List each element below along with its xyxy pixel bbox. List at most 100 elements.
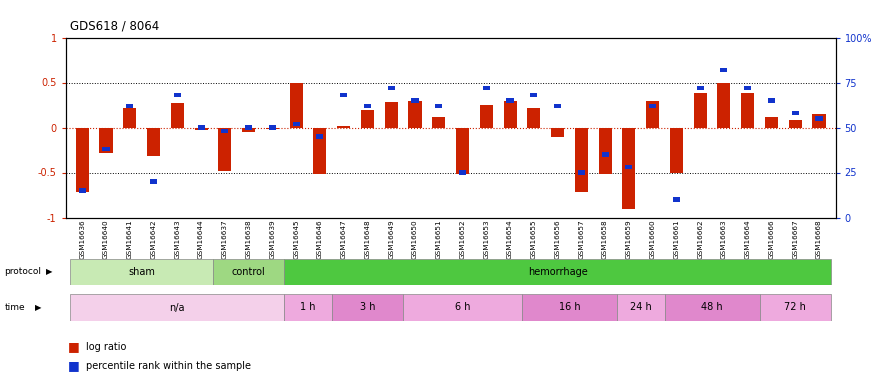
Text: n/a: n/a	[170, 303, 186, 312]
Bar	[219, 128, 231, 171]
Bar	[813, 114, 825, 128]
Bar	[503, 100, 516, 128]
Bar	[646, 100, 659, 128]
Bar	[100, 128, 113, 153]
Text: GSM16652: GSM16652	[459, 219, 466, 259]
Bar	[480, 105, 493, 128]
Text: GSM16649: GSM16649	[388, 219, 395, 259]
Bar	[409, 100, 422, 128]
Bar	[332, 294, 403, 321]
Text: GSM16668: GSM16668	[816, 219, 822, 259]
Bar	[147, 128, 160, 156]
Bar	[79, 188, 86, 193]
Text: GSM16640: GSM16640	[103, 219, 109, 259]
Text: control: control	[232, 267, 265, 277]
Bar	[718, 82, 731, 128]
Bar	[290, 82, 303, 128]
Bar	[242, 128, 256, 132]
Text: GSM16661: GSM16661	[674, 219, 679, 259]
Text: GSM16650: GSM16650	[412, 219, 418, 259]
Bar	[456, 128, 469, 174]
Bar	[337, 126, 350, 128]
Bar	[696, 86, 704, 90]
Bar	[360, 110, 374, 128]
Text: GSM16651: GSM16651	[436, 219, 442, 259]
Bar	[694, 93, 707, 128]
Bar	[198, 125, 205, 130]
Bar	[578, 170, 584, 175]
Bar	[269, 125, 276, 130]
Bar	[123, 108, 136, 128]
Bar	[432, 117, 445, 128]
Text: GSM16664: GSM16664	[745, 219, 751, 259]
Bar	[76, 128, 88, 192]
Bar	[221, 129, 228, 134]
Bar	[765, 117, 778, 128]
Bar	[411, 98, 418, 103]
Bar	[245, 125, 252, 130]
Bar	[364, 104, 371, 108]
Text: 48 h: 48 h	[701, 303, 723, 312]
Text: protocol: protocol	[4, 267, 41, 276]
Text: GSM16659: GSM16659	[626, 219, 632, 259]
Bar	[70, 259, 213, 285]
Bar	[554, 104, 561, 108]
Bar	[551, 128, 564, 136]
Text: GDS618 / 8064: GDS618 / 8064	[70, 19, 159, 32]
Bar	[317, 134, 324, 139]
Bar	[744, 86, 752, 90]
Text: GSM16642: GSM16642	[150, 219, 157, 259]
Bar	[788, 120, 802, 128]
Text: log ratio: log ratio	[86, 342, 126, 352]
Bar	[102, 147, 109, 152]
Text: 6 h: 6 h	[455, 303, 470, 312]
Text: GSM16655: GSM16655	[531, 219, 536, 259]
Text: GSM16647: GSM16647	[340, 219, 346, 259]
Text: GSM16648: GSM16648	[365, 219, 370, 259]
Bar	[673, 197, 680, 202]
Bar	[720, 68, 727, 72]
Bar	[816, 116, 822, 121]
Bar	[385, 102, 398, 128]
Text: 24 h: 24 h	[630, 303, 652, 312]
Bar	[435, 104, 442, 108]
Text: GSM16641: GSM16641	[127, 219, 133, 259]
Text: GSM16667: GSM16667	[792, 219, 798, 259]
Bar	[70, 294, 284, 321]
Text: GSM16638: GSM16638	[246, 219, 252, 259]
Bar	[622, 128, 635, 209]
Bar	[403, 294, 522, 321]
Bar	[340, 93, 347, 98]
Text: GSM16653: GSM16653	[483, 219, 489, 259]
Text: GSM16666: GSM16666	[768, 219, 774, 259]
Bar	[522, 294, 617, 321]
Bar	[741, 93, 754, 128]
Text: GSM16646: GSM16646	[317, 219, 323, 259]
Text: 16 h: 16 h	[558, 303, 580, 312]
Bar	[664, 294, 760, 321]
Bar	[171, 103, 184, 128]
Bar	[284, 259, 831, 285]
Bar	[601, 152, 609, 157]
Text: GSM16637: GSM16637	[222, 219, 228, 259]
Bar	[313, 128, 326, 174]
Bar	[388, 86, 395, 90]
Bar	[483, 86, 490, 90]
Text: GSM16636: GSM16636	[80, 219, 85, 259]
Text: GSM16662: GSM16662	[697, 219, 704, 259]
Bar	[760, 294, 831, 321]
Text: percentile rank within the sample: percentile rank within the sample	[86, 361, 251, 370]
Text: 3 h: 3 h	[360, 303, 375, 312]
Text: GSM16656: GSM16656	[555, 219, 561, 259]
Text: hemorrhage: hemorrhage	[528, 267, 587, 277]
Text: GSM16654: GSM16654	[507, 219, 513, 259]
Text: 1 h: 1 h	[300, 303, 316, 312]
Text: ■: ■	[68, 359, 80, 372]
Text: GSM16657: GSM16657	[578, 219, 584, 259]
Bar	[530, 93, 537, 98]
Text: GSM16643: GSM16643	[174, 219, 180, 259]
Bar	[598, 128, 612, 174]
Text: GSM16644: GSM16644	[198, 219, 204, 259]
Bar	[768, 98, 775, 103]
Bar	[284, 294, 332, 321]
